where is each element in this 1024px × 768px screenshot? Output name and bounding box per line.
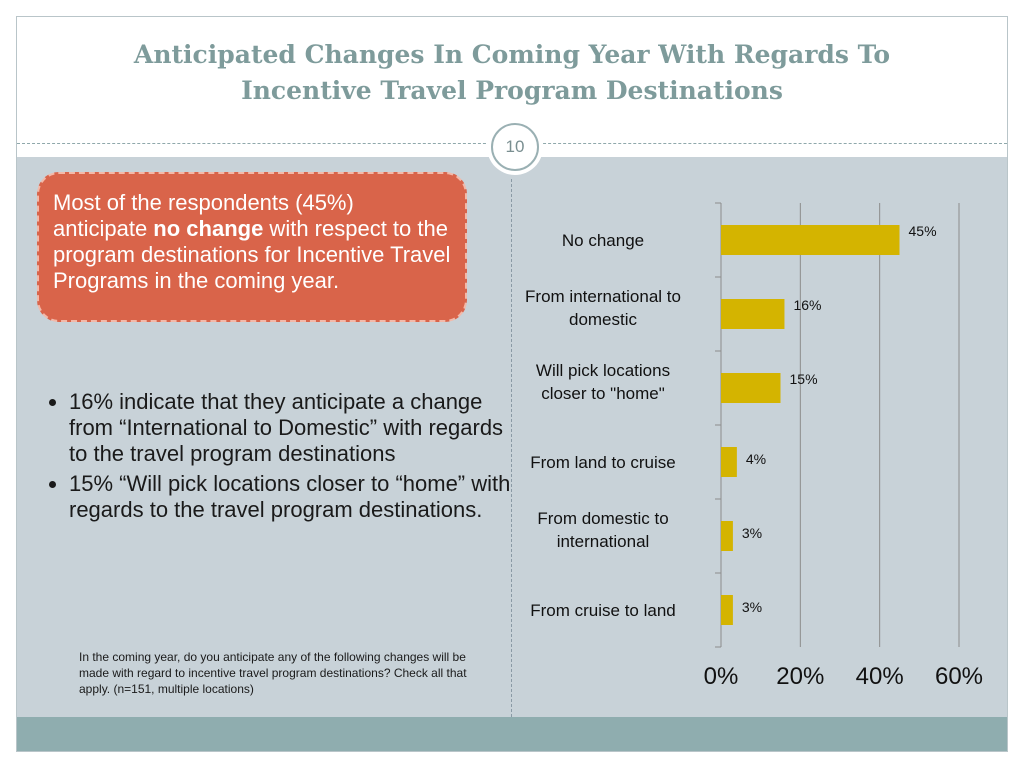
bullet-list: 16% indicate that they anticipate a chan… [39, 389, 514, 527]
slide-title: Anticipated Changes In Coming Year With … [17, 37, 1007, 109]
category-label: From cruise to land [503, 599, 703, 622]
x-tick-label: 20% [776, 663, 825, 690]
bullet-item: 15% “Will pick locations closer to “home… [69, 471, 514, 523]
x-tick-label: 60% [934, 663, 984, 690]
callout-text-before: Most of the respondents (45%) anticipate [53, 190, 354, 241]
bullet-item: 16% indicate that they anticipate a chan… [69, 389, 514, 467]
category-label-line: closer to "home" [541, 384, 665, 403]
bar [721, 595, 733, 625]
bar [721, 299, 785, 329]
category-label-line: From international to [525, 287, 681, 306]
callout-text-bold: no change [153, 216, 264, 241]
category-label: No change [503, 229, 703, 252]
category-label-line: No change [561, 230, 645, 250]
slide-title-line-1: Anticipated Changes In Coming Year With … [133, 40, 891, 69]
category-label: Will pick locations closer to "home" [503, 359, 703, 405]
bar-value-label: 3% [741, 525, 763, 541]
slide: Anticipated Changes In Coming Year With … [16, 16, 1008, 752]
category-label-line: From cruise to land [530, 600, 676, 620]
summary-callout: Most of the respondents (45%) anticipate… [37, 172, 467, 322]
callout-text-after: with respect to the program destinations… [53, 216, 451, 293]
survey-question-note: In the coming year, do you anticipate an… [79, 650, 467, 696]
footer-bar [17, 717, 1007, 751]
bar [721, 447, 737, 477]
bar-value-label: 45% [908, 223, 937, 239]
category-label-line: Will pick locations [535, 361, 671, 380]
bar-value-label: 3% [741, 599, 763, 615]
bar [721, 225, 900, 255]
bar [721, 373, 781, 403]
category-label-line: international [556, 532, 650, 551]
bar-chart [715, 202, 960, 648]
category-label: From domestic to international [503, 507, 703, 553]
category-label-line: From land to cruise [530, 452, 676, 472]
x-tick-label: 40% [855, 663, 904, 690]
category-label: From international to domestic [503, 285, 703, 331]
bar-value-label: 4% [745, 451, 767, 467]
category-label-line: domestic [568, 310, 638, 329]
column-separator [511, 179, 512, 717]
category-label-line: From domestic to [537, 509, 669, 528]
x-tick-label: 0% [703, 663, 739, 690]
bar [721, 521, 733, 551]
category-label: From land to cruise [503, 451, 703, 474]
bar-value-label: 16% [793, 297, 822, 313]
page-number: 10 [491, 123, 539, 171]
slide-title-line-2: Incentive Travel Program Destinations [241, 76, 783, 105]
bar-value-label: 15% [789, 371, 818, 387]
